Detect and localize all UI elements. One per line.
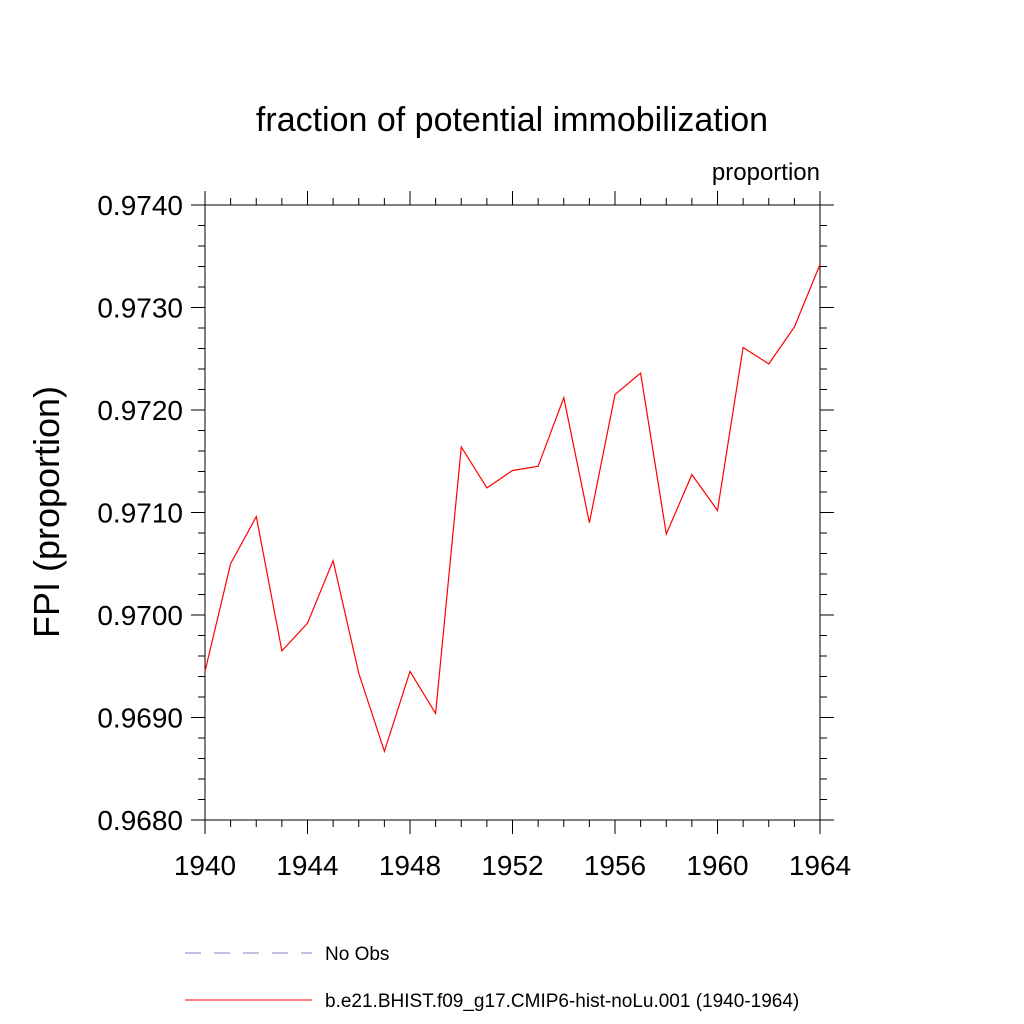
x-tick-label: 1948	[379, 850, 441, 881]
y-tick-label: 0.9680	[97, 805, 183, 836]
x-tick-labels: 1940 1944 1948 1952 1956 1960 1964	[174, 850, 851, 881]
y-tick-label: 0.9710	[97, 498, 183, 529]
legend-label: No Obs	[325, 944, 389, 965]
x-tick-label: 1960	[686, 850, 748, 881]
series-line	[204, 264, 821, 754]
chart-title: fraction of potential immobilization	[256, 101, 768, 139]
y-tick-label: 0.9730	[97, 293, 183, 324]
x-tick-label: 1944	[276, 850, 338, 881]
x-tick-label: 1956	[584, 850, 646, 881]
legend-label: b.e21.BHIST.f09_g17.CMIP6-hist-noLu.001 …	[325, 991, 799, 1012]
x-tick-label: 1952	[481, 850, 543, 881]
y-tick-labels: 0.9680 0.9690 0.9700 0.9710 0.9720 0.9730 0.97…	[97, 190, 183, 836]
units-label: proportion	[712, 159, 820, 186]
y-tick-label: 0.9720	[97, 395, 183, 426]
x-tick-label: 1940	[174, 850, 236, 881]
legend: No Obs b.e21.BHIST.f09_g17.CMIP6-hist-noL…	[185, 944, 799, 1012]
plot-frame	[204, 204, 821, 821]
x-tick-label: 1964	[789, 850, 851, 881]
axis-ticks	[191, 191, 834, 834]
y-axis-label: FPI (proportion)	[26, 386, 67, 638]
y-tick-label: 0.9740	[97, 190, 183, 221]
y-tick-label: 0.9690	[97, 703, 183, 734]
series-lines	[204, 264, 821, 754]
y-tick-label: 0.9700	[97, 600, 183, 631]
